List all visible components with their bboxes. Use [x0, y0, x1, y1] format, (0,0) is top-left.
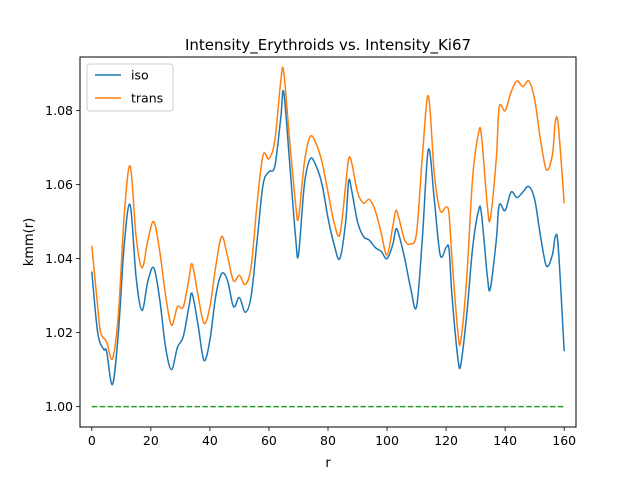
x-tick-label: 20: [143, 433, 159, 448]
y-tick-label: 1.02: [45, 325, 73, 340]
y-axis: 1.00 1.02 1.04 1.06 1.08: [45, 103, 80, 414]
x-tick-label: 40: [202, 433, 218, 448]
x-tick-label: 140: [493, 433, 517, 448]
y-tick-label: 1.00: [45, 399, 73, 414]
series-line-iso: [91, 89, 565, 386]
legend-label-iso: iso: [131, 68, 149, 83]
y-tick-label: 1.04: [45, 251, 73, 266]
x-tick-label: 80: [320, 433, 336, 448]
y-axis-label: kmm(r): [22, 218, 37, 266]
x-axis: 0 20 40 60 80 100 120 140 160: [88, 427, 576, 448]
series-line-trans: [91, 66, 565, 361]
legend: iso trans: [86, 63, 174, 112]
x-tick-label: 120: [434, 433, 458, 448]
x-tick-label: 60: [261, 433, 277, 448]
x-tick-label: 100: [375, 433, 399, 448]
x-axis-label: r: [325, 456, 331, 471]
y-tick-label: 1.06: [45, 177, 73, 192]
legend-label-trans: trans: [131, 91, 163, 106]
x-tick-label: 0: [88, 433, 96, 448]
y-tick-label: 1.08: [45, 103, 73, 118]
chart-title: Intensity_Erythroids vs. Intensity_Ki67: [185, 36, 471, 55]
plot-area: [80, 57, 576, 427]
x-tick-label: 160: [552, 433, 576, 448]
series-layer: [91, 66, 565, 408]
